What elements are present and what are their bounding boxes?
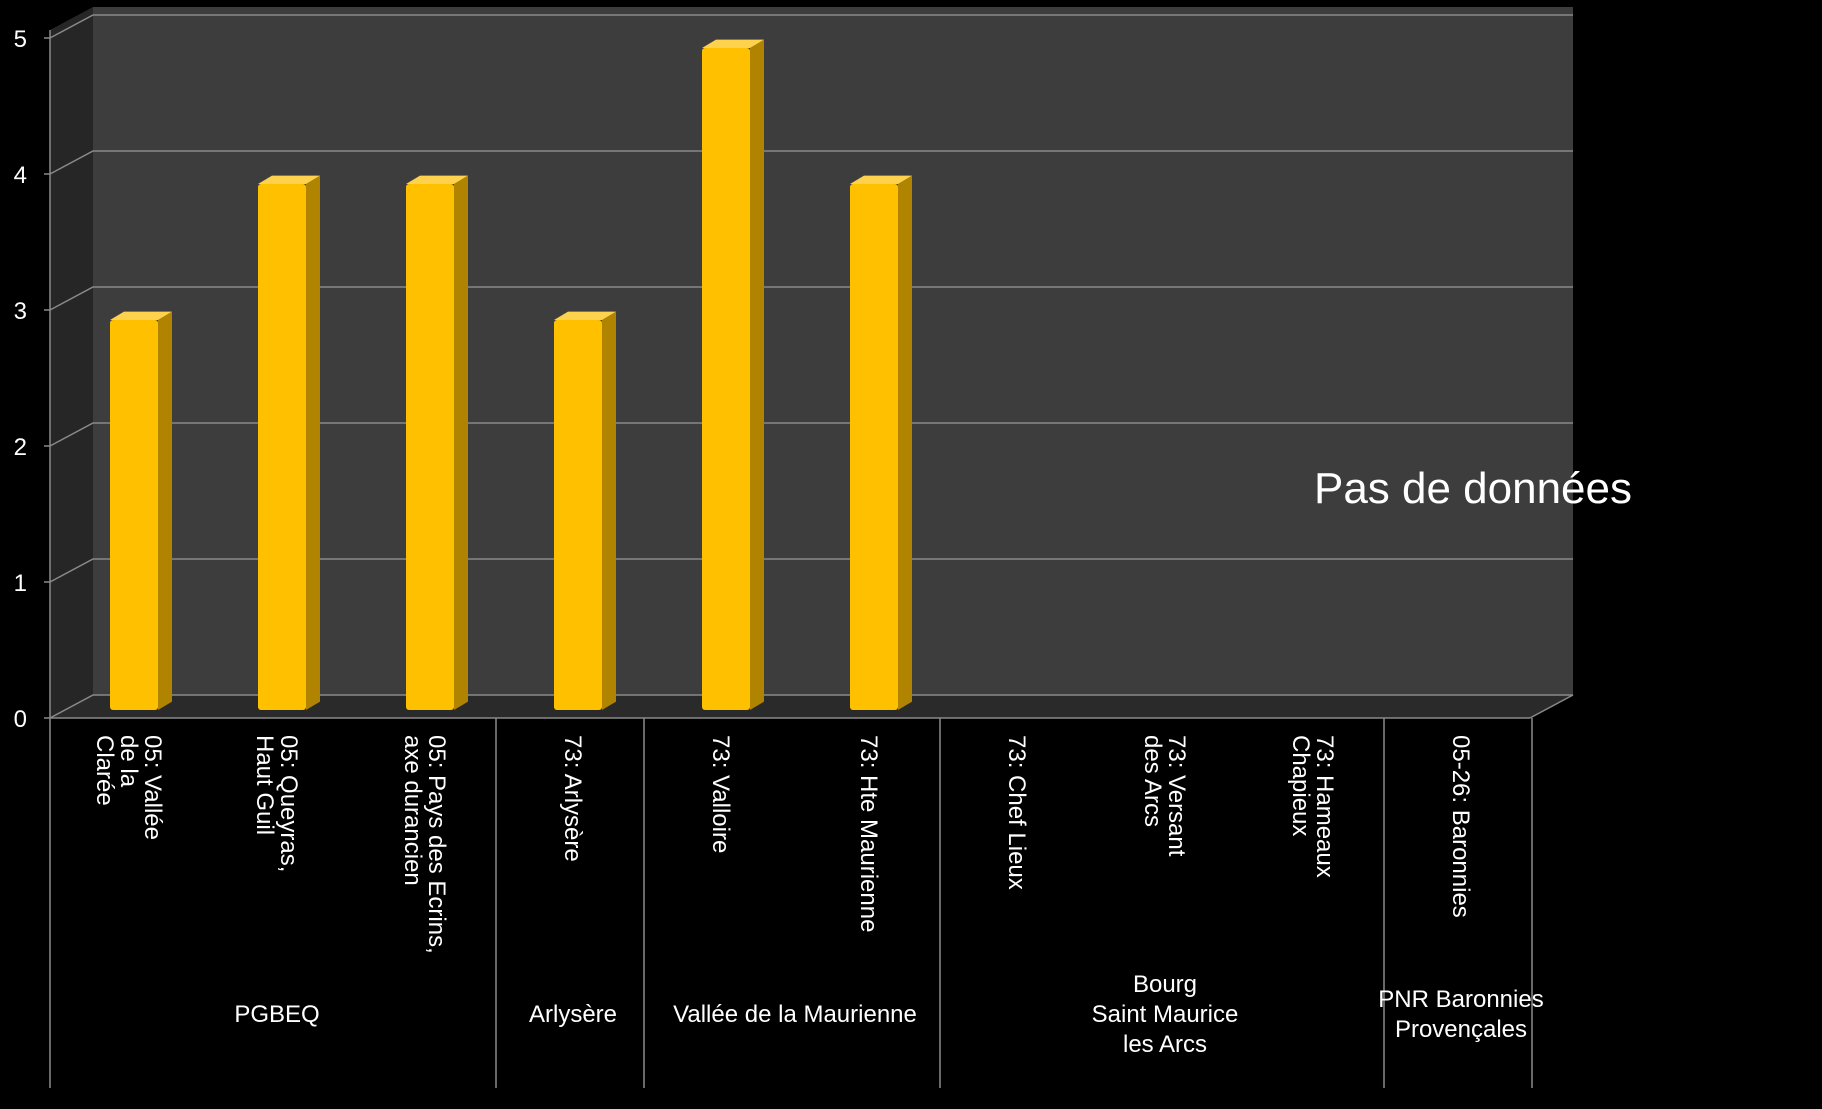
gridline xyxy=(49,150,1573,175)
y-tick-label: 1 xyxy=(14,570,27,597)
category-label: 73: Versant xyxy=(1163,735,1190,857)
bar-side xyxy=(750,39,764,711)
category-label: 05: Queyras, xyxy=(275,735,302,872)
category-label: 73: Hameaux xyxy=(1311,735,1338,878)
no-data-annotation: Pas de données xyxy=(1314,464,1632,513)
category-label: 05-26: Baronnies xyxy=(1447,735,1474,918)
y-tick-label: 5 xyxy=(14,26,27,53)
bar-top xyxy=(406,175,468,184)
group-label: Saint Maurice xyxy=(1092,1001,1239,1028)
gridline xyxy=(49,286,1573,311)
category-label: Clarée xyxy=(91,735,118,806)
bar-side xyxy=(898,175,912,711)
bar xyxy=(850,175,912,711)
bar xyxy=(258,175,320,711)
group-label: Arlysère xyxy=(529,1001,617,1028)
y-axis: 0 1 2 3 4 5 xyxy=(14,26,51,733)
gridline xyxy=(49,422,1573,447)
floor-edge-side xyxy=(1529,694,1574,719)
bar xyxy=(554,311,616,710)
bar-front xyxy=(554,320,602,710)
gridline xyxy=(49,558,1573,583)
group-label: PNR Baronnies xyxy=(1378,986,1543,1013)
bar xyxy=(702,39,764,711)
bar-side xyxy=(306,175,320,711)
bars xyxy=(110,39,912,711)
category-label: 73: Arlysère xyxy=(559,735,586,862)
category-label: Haut Guil xyxy=(251,735,278,835)
bar-top xyxy=(702,39,764,48)
bar-top xyxy=(850,175,912,184)
y-tick-label: 0 xyxy=(14,706,27,733)
y-tick-label: 3 xyxy=(14,298,27,325)
category-label: 73: Hte Maurienne xyxy=(855,735,882,932)
category-label: 05: Vallée xyxy=(139,735,166,840)
group-label: Vallée de la Maurienne xyxy=(673,1001,917,1028)
gridline xyxy=(49,14,1573,39)
annotations: Pas de données xyxy=(1314,464,1632,513)
bar-top xyxy=(554,311,616,320)
bar-side xyxy=(602,311,616,710)
group-label: les Arcs xyxy=(1123,1031,1207,1058)
bar-top xyxy=(258,175,320,184)
bar-front xyxy=(110,320,158,710)
bar xyxy=(406,175,468,711)
group-label: PGBEQ xyxy=(234,1001,319,1028)
category-label: des Arcs xyxy=(1139,735,1166,827)
bar-side xyxy=(158,311,172,710)
group-label: Bourg xyxy=(1133,971,1197,998)
gridline xyxy=(49,694,1573,719)
category-label: 73: Chef Lieux xyxy=(1003,735,1030,890)
bar-front xyxy=(850,184,898,710)
bar-side xyxy=(454,175,468,711)
category-label: 73: Valloire xyxy=(707,735,734,853)
y-tick-label: 2 xyxy=(14,434,27,461)
category-label: de la xyxy=(115,735,142,788)
y-tick-label: 4 xyxy=(14,162,27,189)
category-label: axe durancien xyxy=(399,735,426,886)
bar-front xyxy=(406,184,454,710)
side-wall xyxy=(50,7,93,718)
category-label: Chapieux xyxy=(1287,735,1314,836)
category-label: 05: Pays des Ecrins, xyxy=(423,735,450,954)
group-label: Provençales xyxy=(1395,1016,1527,1043)
bar xyxy=(110,311,172,710)
grid-lines xyxy=(49,14,1574,719)
bar-top xyxy=(110,311,172,320)
bar-front xyxy=(258,184,306,710)
bar-front xyxy=(702,48,750,710)
